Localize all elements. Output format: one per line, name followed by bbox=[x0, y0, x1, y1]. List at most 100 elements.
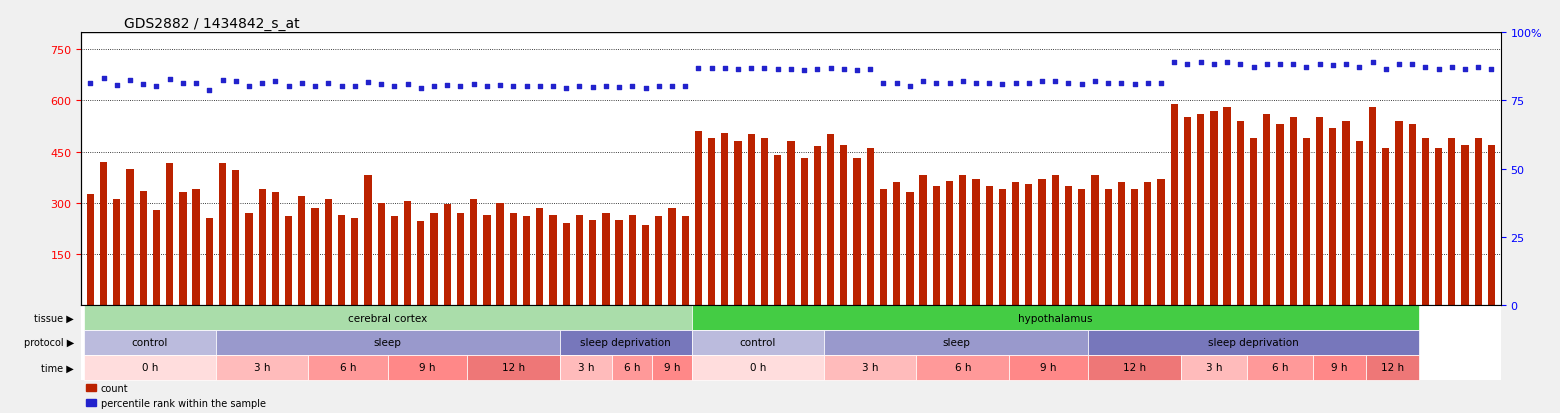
Text: sleep: sleep bbox=[942, 338, 970, 348]
Text: 3 h: 3 h bbox=[254, 363, 270, 373]
Bar bbox=[1395, 121, 1402, 305]
Bar bbox=[945, 181, 953, 305]
Bar bbox=[298, 197, 306, 305]
Bar bbox=[1448, 138, 1455, 305]
Bar bbox=[1250, 138, 1257, 305]
Bar bbox=[853, 159, 861, 305]
Point bbox=[1307, 62, 1332, 68]
Bar bbox=[87, 195, 94, 305]
Bar bbox=[165, 164, 173, 305]
Point bbox=[977, 81, 1002, 88]
Point bbox=[739, 66, 764, 72]
Text: 9 h: 9 h bbox=[1331, 363, 1348, 373]
Bar bbox=[563, 223, 569, 305]
Point bbox=[356, 79, 381, 85]
Point bbox=[924, 81, 948, 88]
Point bbox=[315, 81, 340, 88]
Bar bbox=[388, 355, 466, 380]
Point bbox=[725, 66, 750, 73]
Bar bbox=[747, 135, 755, 305]
Text: 9 h: 9 h bbox=[420, 363, 435, 373]
Bar bbox=[560, 355, 613, 380]
Bar bbox=[1356, 142, 1363, 305]
Bar bbox=[215, 355, 309, 380]
Bar bbox=[496, 203, 504, 305]
Bar bbox=[602, 214, 610, 305]
Point bbox=[752, 66, 777, 72]
Bar bbox=[933, 186, 941, 305]
Bar bbox=[523, 217, 530, 305]
Bar bbox=[906, 193, 914, 305]
Bar bbox=[880, 190, 888, 305]
Point bbox=[1360, 59, 1385, 66]
Bar bbox=[1264, 115, 1270, 305]
Point bbox=[1399, 62, 1424, 68]
Point bbox=[1320, 62, 1345, 69]
Point bbox=[223, 79, 248, 85]
Bar bbox=[457, 214, 465, 305]
Bar bbox=[1223, 108, 1231, 305]
Bar bbox=[1435, 149, 1443, 305]
Bar bbox=[652, 355, 691, 380]
Point bbox=[78, 81, 103, 88]
Text: hypothalamus: hypothalamus bbox=[1019, 313, 1092, 323]
Point bbox=[580, 85, 605, 91]
Bar bbox=[824, 330, 1089, 355]
Bar bbox=[206, 218, 214, 305]
Text: cerebral cortex: cerebral cortex bbox=[348, 313, 427, 323]
Point bbox=[911, 78, 936, 85]
Bar bbox=[1343, 121, 1349, 305]
Bar bbox=[114, 200, 120, 305]
Point bbox=[885, 80, 909, 87]
Bar bbox=[1290, 118, 1296, 305]
Point bbox=[1268, 62, 1293, 68]
Bar bbox=[549, 215, 557, 305]
Point bbox=[950, 78, 975, 85]
Bar bbox=[560, 330, 691, 355]
Point bbox=[831, 66, 856, 73]
Bar bbox=[484, 215, 490, 305]
Point bbox=[276, 84, 301, 90]
Point bbox=[329, 84, 354, 90]
Point bbox=[566, 84, 591, 90]
Text: 6 h: 6 h bbox=[624, 363, 641, 373]
Point bbox=[395, 81, 420, 88]
Bar bbox=[1051, 176, 1059, 305]
Bar bbox=[1462, 145, 1468, 305]
Point bbox=[1056, 81, 1081, 88]
Bar bbox=[1382, 149, 1390, 305]
Point bbox=[184, 81, 209, 87]
Bar bbox=[1329, 128, 1337, 305]
Point bbox=[607, 85, 632, 91]
Bar bbox=[1143, 183, 1151, 305]
Text: 9 h: 9 h bbox=[663, 363, 680, 373]
Bar bbox=[1488, 145, 1494, 305]
Point bbox=[462, 81, 487, 88]
Point bbox=[131, 81, 156, 88]
Bar bbox=[126, 169, 134, 305]
Point bbox=[1095, 81, 1120, 88]
Bar bbox=[1303, 138, 1310, 305]
Point bbox=[342, 84, 367, 90]
Bar bbox=[998, 190, 1006, 305]
Point bbox=[368, 81, 393, 88]
Bar bbox=[655, 217, 663, 305]
Point bbox=[870, 81, 895, 87]
Point bbox=[1162, 60, 1187, 66]
Point bbox=[1042, 78, 1067, 85]
Bar bbox=[1131, 190, 1139, 305]
Point bbox=[633, 86, 658, 93]
Bar bbox=[827, 135, 835, 305]
Bar bbox=[576, 215, 583, 305]
Point bbox=[1479, 67, 1504, 74]
Bar bbox=[916, 355, 1009, 380]
Point bbox=[805, 66, 830, 73]
Bar bbox=[1184, 118, 1192, 305]
Point bbox=[1373, 67, 1398, 74]
Bar bbox=[1025, 185, 1033, 305]
Point bbox=[264, 79, 289, 85]
Point bbox=[791, 67, 816, 74]
Point bbox=[117, 77, 142, 84]
Bar bbox=[259, 190, 265, 305]
Point bbox=[1387, 62, 1412, 68]
